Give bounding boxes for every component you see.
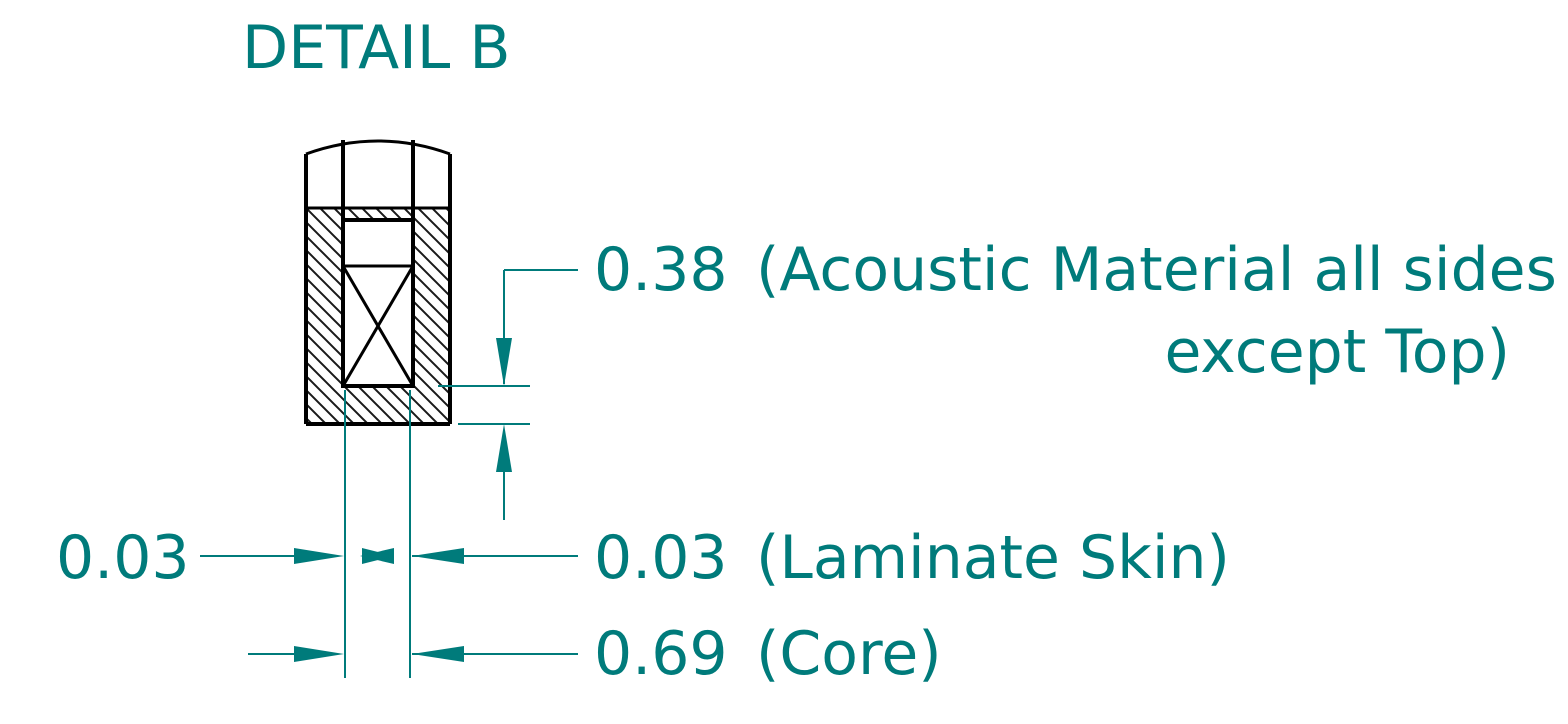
acoustic-material [306,208,450,424]
dimension-lines [200,269,578,678]
detail-title: DETAIL B [242,13,511,83]
core-description: (Core) [756,619,942,689]
left-skin-dimension-value: 0.03 [56,523,190,593]
acoustic-dimension-value: 0.38 [594,235,728,305]
core-section [341,218,415,388]
acoustic-description-line-1: (Acoustic Material all sides [756,235,1557,305]
acoustic-description-line-2: except Top) [1164,317,1510,387]
laminate-skin-dimension-value: 0.03 [594,523,728,593]
core-dimension-value: 0.69 [594,619,728,689]
laminate-skin-description: (Laminate Skin) [756,523,1230,593]
